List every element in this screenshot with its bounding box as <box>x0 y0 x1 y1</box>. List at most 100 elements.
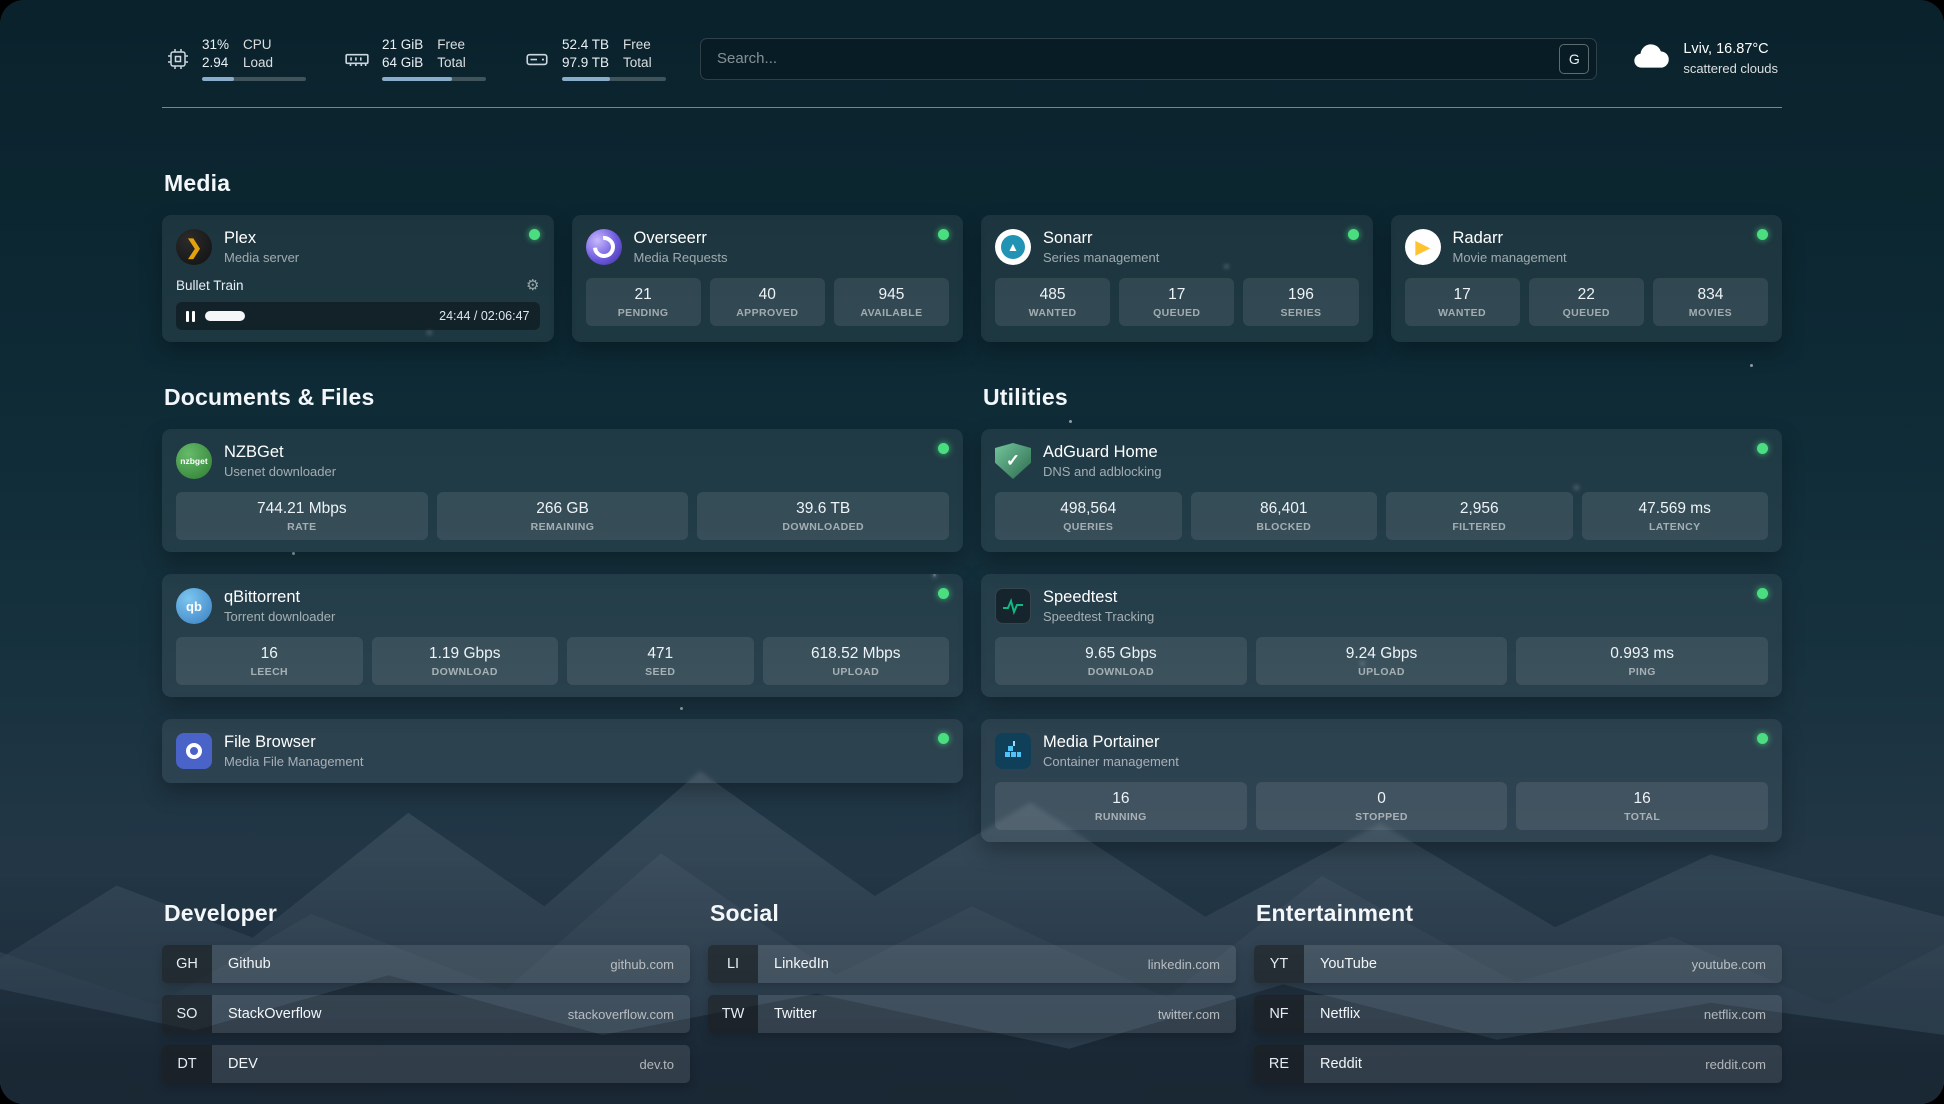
stat-upload: 618.52 MbpsUPLOAD <box>763 637 950 685</box>
sonarr-card[interactable]: ▲ Sonarr Series management 485WANTED 17Q… <box>981 215 1373 342</box>
bookmark-url: netflix.com <box>1688 995 1782 1033</box>
seek-track[interactable] <box>205 311 429 321</box>
bookmark-name: LinkedIn <box>758 945 1132 983</box>
weather-location: Lviv, 16.87°C <box>1683 40 1778 60</box>
service-name: Radarr <box>1453 229 1567 248</box>
overseerr-card[interactable]: Overseerr Media Requests 21PENDING 40APP… <box>572 215 964 342</box>
status-dot <box>1757 588 1768 599</box>
search-bar: G <box>700 38 1597 80</box>
stat-series: 196SERIES <box>1243 278 1358 326</box>
header: 31%2.94 CPULoad <box>162 36 1782 81</box>
bookmark-dev[interactable]: DT DEV dev.to <box>162 1045 690 1083</box>
stat-wanted: 485WANTED <box>995 278 1110 326</box>
bookmark-url: linkedin.com <box>1132 945 1236 983</box>
service-name: qBittorrent <box>224 588 335 607</box>
bookmark-youtube[interactable]: YT YouTube youtube.com <box>1254 945 1782 983</box>
status-dot <box>1757 733 1768 744</box>
portainer-card[interactable]: Media Portainer Container management 16R… <box>981 719 1782 842</box>
plex-card[interactable]: ❯ Plex Media server Bullet Train ⚙ 24:44 <box>162 215 554 342</box>
section-title-social: Social <box>710 900 1236 927</box>
bookmark-linkedin[interactable]: LI LinkedIn linkedin.com <box>708 945 1236 983</box>
stat-latency: 47.569 msLATENCY <box>1582 492 1769 540</box>
qbittorrent-icon: qb <box>176 588 212 624</box>
adguard-icon: ✓ <box>995 443 1031 479</box>
stat-queued: 22QUEUED <box>1529 278 1644 326</box>
gear-icon[interactable]: ⚙ <box>526 276 539 294</box>
service-name: NZBGet <box>224 443 336 462</box>
stat-download: 1.19 GbpsDOWNLOAD <box>372 637 559 685</box>
cpu-icon <box>166 47 190 71</box>
header-divider <box>162 107 1782 108</box>
status-dot <box>938 733 949 744</box>
service-name: Overseerr <box>634 229 728 248</box>
weather-widget: Lviv, 16.87°C scattered clouds <box>1631 36 1778 81</box>
playback-time: 24:44 / 02:06:47 <box>439 309 529 323</box>
service-desc: Speedtest Tracking <box>1043 609 1154 624</box>
bookmark-stackoverflow[interactable]: SO StackOverflow stackoverflow.com <box>162 995 690 1033</box>
cpu-values: 31%2.94 <box>202 36 229 71</box>
radarr-card[interactable]: ▶ Radarr Movie management 17WANTED 22QUE… <box>1391 215 1783 342</box>
service-desc: Media Requests <box>634 250 728 265</box>
service-name: Plex <box>224 229 299 248</box>
stat-ping: 0.993 msPING <box>1516 637 1768 685</box>
bookmark-url: stackoverflow.com <box>552 995 690 1033</box>
bookmark-url: reddit.com <box>1689 1045 1782 1083</box>
stat-available: 945AVAILABLE <box>834 278 949 326</box>
stat-stopped: 0STOPPED <box>1256 782 1508 830</box>
stat-running: 16RUNNING <box>995 782 1247 830</box>
stat-downloaded: 39.6 TBDOWNLOADED <box>697 492 949 540</box>
status-dot <box>938 443 949 454</box>
disk-icon <box>524 46 550 72</box>
bookmark-abbr: TW <box>708 995 758 1033</box>
memory-progress-bar <box>382 77 486 81</box>
stat-wanted: 17WANTED <box>1405 278 1520 326</box>
section-title-entertainment: Entertainment <box>1256 900 1782 927</box>
section-documents: Documents & Files nzbget NZBGet Usenet d… <box>162 384 963 783</box>
qbittorrent-card[interactable]: qb qBittorrent Torrent downloader 16LEEC… <box>162 574 963 697</box>
nzbget-icon: nzbget <box>176 443 212 479</box>
overseerr-icon <box>586 229 622 265</box>
section-utilities: Utilities ✓ AdGuard Home DNS and adblock… <box>981 384 1782 842</box>
bookmark-group-social: Social LI LinkedIn linkedin.com TW Twitt… <box>708 900 1236 1095</box>
now-playing-title: Bullet Train <box>176 278 244 293</box>
playback-bar: 24:44 / 02:06:47 <box>176 302 540 330</box>
service-desc: Media server <box>224 250 299 265</box>
stat-total: 16TOTAL <box>1516 782 1768 830</box>
service-desc: Torrent downloader <box>224 609 335 624</box>
stat-queries: 498,564QUERIES <box>995 492 1182 540</box>
bookmark-abbr: RE <box>1254 1045 1304 1083</box>
search-input[interactable] <box>717 50 1559 67</box>
speedtest-card[interactable]: Speedtest Speedtest Tracking 9.65 GbpsDO… <box>981 574 1782 697</box>
cloud-icon <box>1631 36 1671 81</box>
stat-seed: 471SEED <box>567 637 754 685</box>
bookmark-twitter[interactable]: TW Twitter twitter.com <box>708 995 1236 1033</box>
status-dot <box>1348 229 1359 240</box>
bookmark-reddit[interactable]: RE Reddit reddit.com <box>1254 1045 1782 1083</box>
sonarr-icon: ▲ <box>995 229 1031 265</box>
stat-upload: 9.24 GbpsUPLOAD <box>1256 637 1508 685</box>
bookmark-name: Github <box>212 945 594 983</box>
speedtest-icon <box>995 588 1031 624</box>
nzbget-card[interactable]: nzbget NZBGet Usenet downloader 744.21 M… <box>162 429 963 552</box>
filebrowser-card[interactable]: File Browser Media File Management <box>162 719 963 783</box>
stat-blocked: 86,401BLOCKED <box>1191 492 1378 540</box>
bookmark-name: YouTube <box>1304 945 1676 983</box>
service-desc: Series management <box>1043 250 1159 265</box>
adguard-card[interactable]: ✓ AdGuard Home DNS and adblocking 498,56… <box>981 429 1782 552</box>
service-name: AdGuard Home <box>1043 443 1162 462</box>
stat-rate: 744.21 MbpsRATE <box>176 492 428 540</box>
status-dot <box>938 229 949 240</box>
stat-leech: 16LEECH <box>176 637 363 685</box>
resource-widgets: 31%2.94 CPULoad <box>166 36 666 80</box>
stat-pending: 21PENDING <box>586 278 701 326</box>
search-provider-button[interactable]: G <box>1559 44 1589 74</box>
bookmark-group-developer: Developer GH Github github.com SO StackO… <box>162 900 690 1095</box>
bookmark-name: Reddit <box>1304 1045 1689 1083</box>
stat-remaining: 266 GBREMAINING <box>437 492 689 540</box>
pause-button[interactable] <box>186 311 195 322</box>
bookmark-netflix[interactable]: NF Netflix netflix.com <box>1254 995 1782 1033</box>
status-dot <box>1757 229 1768 240</box>
memory-values: 21 GiB64 GiB <box>382 36 423 71</box>
bookmark-github[interactable]: GH Github github.com <box>162 945 690 983</box>
bookmark-url: github.com <box>594 945 690 983</box>
